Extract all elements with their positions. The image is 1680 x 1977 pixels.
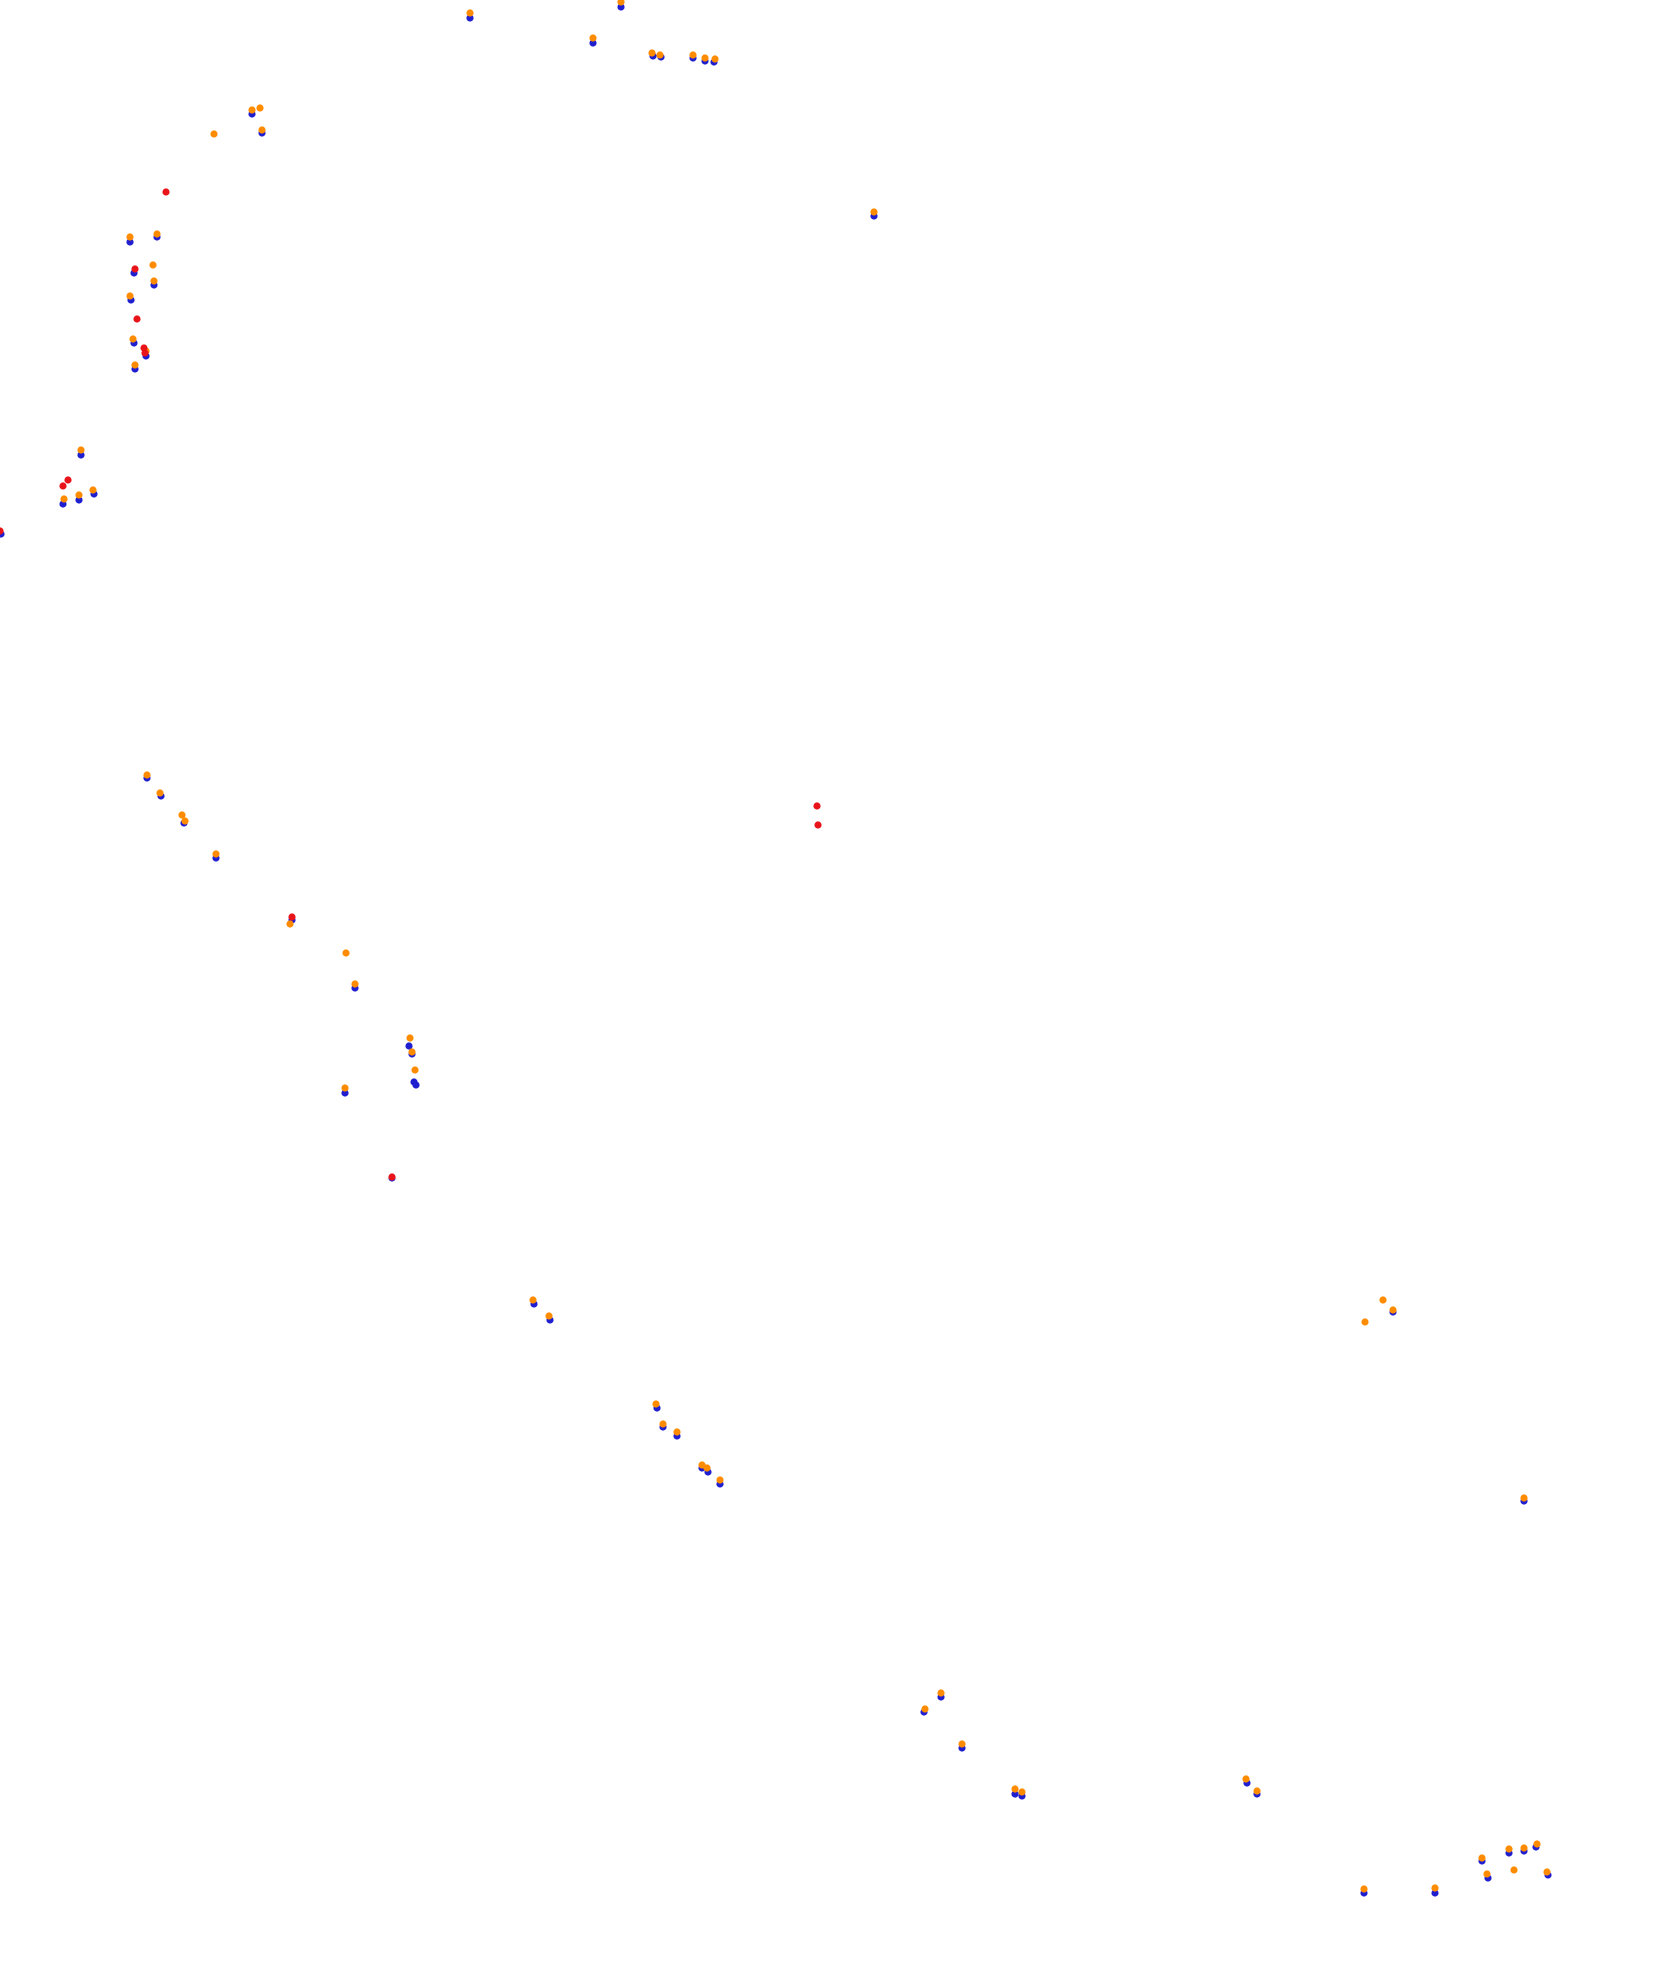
- data-point-red-4: [141, 349, 149, 357]
- series-orange: [60, 0, 1551, 1893]
- data-point-orange-49: [921, 1705, 929, 1713]
- data-point-red-7: [0, 527, 4, 535]
- data-point-blue-11: [126, 238, 134, 246]
- data-point-orange-54: [1242, 1775, 1250, 1783]
- data-point-orange-34: [408, 1048, 416, 1056]
- data-point-orange-27: [178, 811, 186, 819]
- data-point-orange-29: [212, 850, 220, 858]
- data-point-orange-45: [1379, 1296, 1387, 1304]
- data-point-orange-5: [689, 51, 697, 59]
- data-point-orange-28: [181, 817, 189, 825]
- data-point-blue-19: [77, 451, 85, 459]
- data-point-orange-22: [60, 495, 68, 503]
- data-point-orange-4: [656, 51, 664, 59]
- data-point-orange-7: [711, 55, 719, 63]
- data-point-orange-25: [143, 771, 151, 779]
- data-point-orange-2: [589, 34, 597, 42]
- data-point-orange-18: [129, 335, 137, 343]
- data-point-orange-15: [149, 261, 157, 269]
- data-point-orange-3: [648, 49, 656, 57]
- data-point-orange-33: [406, 1034, 414, 1042]
- data-point-orange-56: [1360, 1885, 1368, 1893]
- series-red: [0, 188, 822, 1181]
- data-point-orange-31: [342, 949, 350, 957]
- data-point-blue-21: [75, 496, 83, 504]
- data-point-orange-40: [659, 1420, 667, 1428]
- data-point-orange-20: [131, 361, 139, 369]
- data-point-orange-32: [351, 980, 359, 988]
- data-point-blue-0: [466, 14, 474, 22]
- data-point-orange-51: [958, 1740, 966, 1748]
- data-point-red-1: [131, 265, 139, 273]
- data-point-orange-64: [1543, 1868, 1551, 1876]
- data-point-orange-46: [1361, 1318, 1369, 1326]
- data-point-orange-44: [716, 1476, 724, 1484]
- data-point-orange-38: [545, 1312, 553, 1320]
- data-point-orange-52: [1011, 1785, 1019, 1793]
- data-point-orange-8: [248, 106, 256, 114]
- data-point-orange-59: [1483, 1870, 1491, 1878]
- data-point-orange-53: [1018, 1788, 1026, 1796]
- data-point-orange-61: [1520, 1844, 1528, 1852]
- data-point-blue-1: [617, 3, 625, 11]
- data-point-orange-0: [466, 9, 474, 17]
- data-point-orange-47: [1389, 1306, 1397, 1314]
- data-point-orange-30: [286, 920, 294, 928]
- data-point-orange-13: [126, 233, 134, 241]
- data-point-orange-21: [77, 446, 85, 454]
- data-point-orange-24: [89, 486, 97, 494]
- data-point-red-2: [133, 315, 141, 323]
- data-point-orange-26: [156, 789, 164, 797]
- data-point-orange-10: [210, 130, 218, 138]
- data-point-orange-6: [701, 54, 709, 62]
- data-point-orange-14: [153, 230, 161, 238]
- data-point-red-11: [388, 1173, 396, 1181]
- data-point-red-9: [813, 802, 821, 810]
- data-point-blue-2: [589, 39, 597, 47]
- data-point-blue-33: [412, 1081, 420, 1089]
- data-point-orange-16: [150, 277, 158, 285]
- data-point-red-8: [288, 913, 296, 921]
- data-point-orange-37: [529, 1296, 537, 1304]
- data-point-orange-50: [937, 1689, 945, 1697]
- data-point-orange-36: [341, 1084, 349, 1092]
- data-point-orange-43: [703, 1464, 711, 1472]
- data-point-orange-57: [1431, 1884, 1439, 1892]
- data-point-orange-17: [126, 292, 134, 300]
- data-point-red-6: [64, 476, 72, 484]
- series-blue: [0, 3, 1552, 1897]
- data-point-orange-62: [1533, 1840, 1541, 1848]
- data-point-orange-11: [258, 126, 266, 134]
- data-point-blue-49: [1011, 1790, 1019, 1798]
- data-point-orange-23: [75, 491, 83, 499]
- data-point-orange-1: [617, 0, 625, 6]
- data-point-blue-54: [1431, 1889, 1439, 1897]
- data-point-red-0: [162, 188, 170, 196]
- data-point-red-5: [59, 482, 67, 490]
- data-point-orange-60: [1505, 1845, 1513, 1853]
- data-point-orange-55: [1253, 1787, 1261, 1795]
- data-point-orange-39: [652, 1400, 660, 1408]
- data-point-red-10: [814, 821, 822, 829]
- data-point-orange-63: [1510, 1866, 1518, 1874]
- data-point-orange-58: [1478, 1854, 1486, 1862]
- data-point-orange-41: [673, 1428, 681, 1436]
- data-point-orange-48: [1520, 1494, 1528, 1502]
- data-point-orange-12: [870, 208, 878, 216]
- data-point-blue-34: [341, 1089, 349, 1097]
- data-point-blue-30: [405, 1042, 413, 1050]
- data-point-orange-9: [256, 104, 264, 112]
- data-point-orange-35: [411, 1066, 419, 1074]
